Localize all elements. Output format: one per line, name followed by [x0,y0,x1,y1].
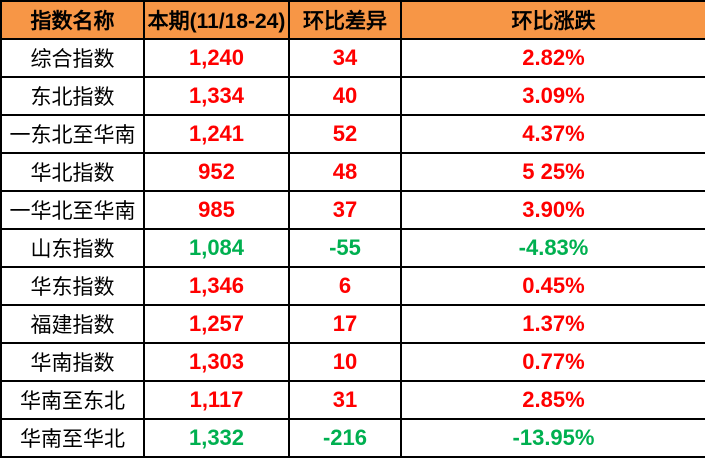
index-name: 综合指数 [0,38,145,78]
current-value: 1,240 [143,38,290,78]
current-value: 1,346 [143,266,290,306]
index-name: 一华北至华南 [0,190,145,230]
pct-change: 1.37% [400,304,705,344]
index-name: 华北指数 [0,152,145,192]
pct-change: 3.09% [400,76,705,116]
pct-change: 4.37% [400,114,705,154]
index-name: 华东指数 [0,266,145,306]
current-value: 1,084 [143,228,290,268]
table-row: 华南至华北 1,332 -216 -13.95% [0,418,705,458]
current-value: 952 [143,152,290,192]
current-value: 1,303 [143,342,290,382]
pct-change: 2.82% [400,38,705,78]
table-row: 福建指数 1,257 17 1.37% [0,304,705,344]
current-value: 1,257 [143,304,290,344]
table-row: 一东北至华南 1,241 52 4.37% [0,114,705,154]
index-name: 山东指数 [0,228,145,268]
pct-change: 0.45% [400,266,705,306]
table-row: 华东指数 1,346 6 0.45% [0,266,705,306]
index-name: 福建指数 [0,304,145,344]
pct-change: 2.85% [400,380,705,420]
diff-value: 40 [288,76,402,116]
diff-value: 10 [288,342,402,382]
current-value: 1,241 [143,114,290,154]
table-row: 综合指数 1,240 34 2.82% [0,38,705,78]
diff-value: -216 [288,418,402,458]
pct-change: -4.83% [400,228,705,268]
pct-change: 5 25% [400,152,705,192]
diff-value: 31 [288,380,402,420]
header-diff: 环比差异 [288,0,402,40]
index-name: 东北指数 [0,76,145,116]
diff-value: 34 [288,38,402,78]
header-pct: 环比涨跌 [400,0,705,40]
current-value: 985 [143,190,290,230]
table-row: 东北指数 1,334 40 3.09% [0,76,705,116]
pct-change: 0.77% [400,342,705,382]
table-row: 山东指数 1,084 -55 -4.83% [0,228,705,268]
header-name: 指数名称 [0,0,145,40]
index-name: 一东北至华南 [0,114,145,154]
table-row: 一华北至华南 985 37 3.90% [0,190,705,230]
diff-value: -55 [288,228,402,268]
pct-change: -13.95% [400,418,705,458]
diff-value: 37 [288,190,402,230]
table-row: 华南指数 1,303 10 0.77% [0,342,705,382]
index-name: 华南指数 [0,342,145,382]
table-row: 华北指数 952 48 5 25% [0,152,705,192]
current-value: 1,332 [143,418,290,458]
table-row: 华南至东北 1,117 31 2.85% [0,380,705,420]
diff-value: 48 [288,152,402,192]
diff-value: 17 [288,304,402,344]
header-row: 指数名称 本期(11/18-24) 环比差异 环比涨跌 [0,0,705,40]
diff-value: 6 [288,266,402,306]
pct-change: 3.90% [400,190,705,230]
current-value: 1,117 [143,380,290,420]
index-name: 华南至华北 [0,418,145,458]
current-value: 1,334 [143,76,290,116]
header-current: 本期(11/18-24) [143,0,290,40]
index-name: 华南至东北 [0,380,145,420]
diff-value: 52 [288,114,402,154]
